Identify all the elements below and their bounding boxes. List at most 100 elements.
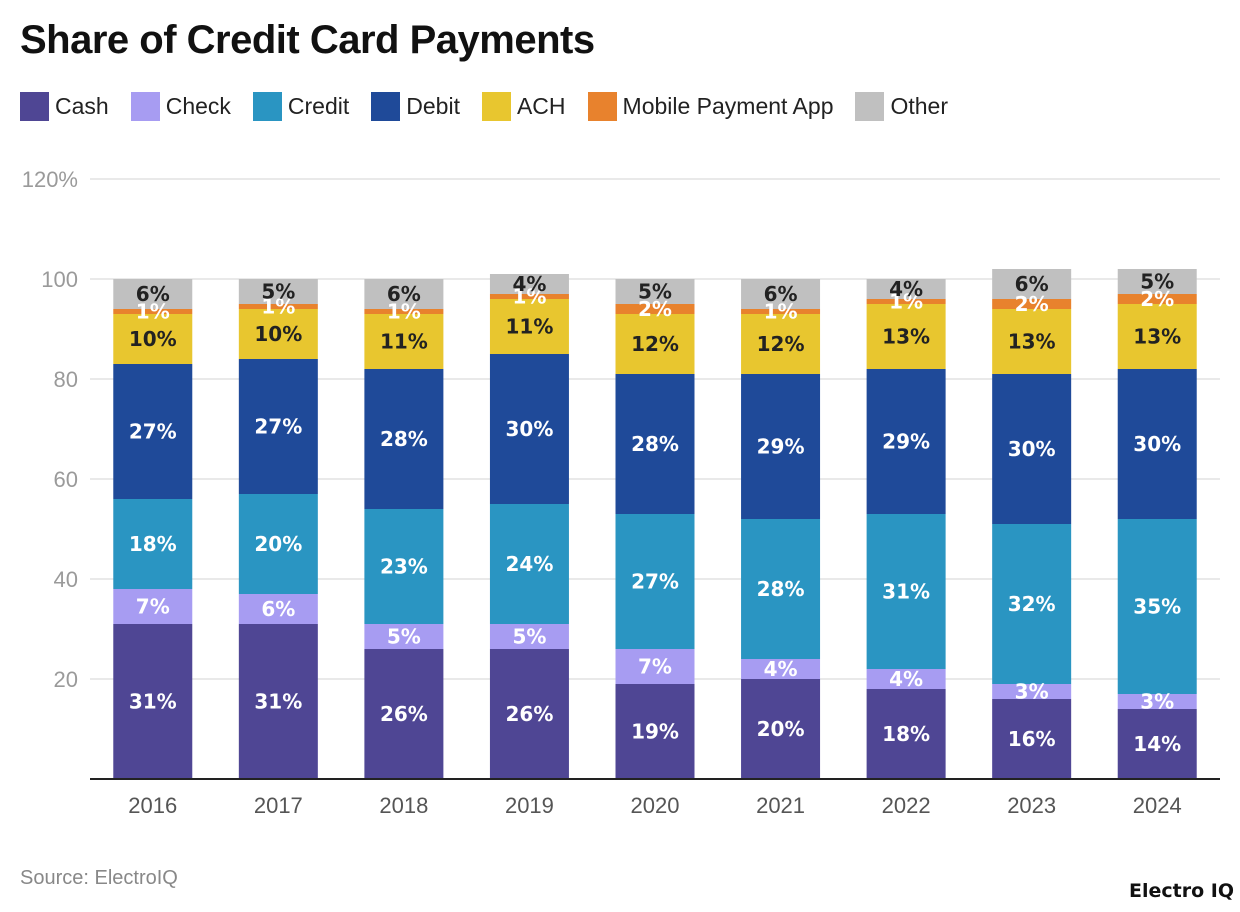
data-label-other-2020: 5%	[638, 280, 672, 304]
data-label-mobile-payment-app-2018: 1%	[387, 300, 421, 324]
data-label-other-2016: 6%	[136, 282, 170, 306]
data-label-credit-2016: 18%	[129, 532, 177, 556]
bar-segment-other-2018	[364, 279, 444, 309]
y-tick-label: 100	[41, 267, 78, 292]
data-label-cash-2022: 18%	[882, 722, 930, 746]
data-label-mobile-payment-app-2017: 1%	[261, 295, 295, 319]
data-label-debit-2024: 30%	[1133, 432, 1181, 456]
data-label-ach-2019: 11%	[506, 315, 554, 339]
data-label-cash-2017: 31%	[254, 690, 302, 714]
brand-logo: Electro IQ	[1129, 880, 1234, 902]
data-label-mobile-payment-app-2022: 1%	[889, 290, 923, 314]
bar-segment-other-2019	[489, 274, 569, 294]
x-tick-label: 2019	[505, 793, 554, 818]
bar-segment-other-2022	[866, 279, 946, 299]
legend-label: Check	[165, 93, 231, 119]
bar-segment-mobile-payment-app-2022	[866, 299, 946, 304]
data-label-ach-2020: 12%	[631, 332, 679, 356]
legend-swatch	[587, 92, 617, 121]
data-label-cash-2021: 20%	[757, 717, 805, 741]
data-label-cash-2020: 19%	[631, 720, 679, 744]
data-label-ach-2024: 13%	[1133, 325, 1181, 349]
chart-legend: Cash Check Credit Debit ACH Mobile Payment Ap…	[20, 92, 970, 121]
bar-segment-debit-2018	[364, 369, 444, 509]
bar-segment-debit-2024	[1117, 369, 1197, 519]
data-label-ach-2018: 11%	[380, 330, 428, 354]
bar-segment-cash-2023	[992, 699, 1072, 779]
bar-segment-check-2023	[992, 684, 1072, 699]
bar-segment-check-2022	[866, 669, 946, 689]
legend-label: Debit	[406, 93, 460, 119]
bar-segment-check-2017	[238, 594, 318, 624]
data-label-ach-2017: 10%	[254, 322, 302, 346]
bar-segment-cash-2024	[1117, 709, 1197, 779]
bar-segment-check-2018	[364, 624, 444, 649]
data-label-check-2017: 6%	[261, 597, 295, 621]
data-label-ach-2016: 10%	[129, 327, 177, 351]
bar-segment-credit-2020	[615, 514, 695, 649]
data-label-ach-2021: 12%	[757, 332, 805, 356]
legend-item-mobile-payment-app: Mobile Payment App	[587, 92, 833, 121]
legend-swatch	[371, 92, 401, 121]
bar-segment-other-2024	[1117, 269, 1197, 294]
bar-segment-ach-2023	[992, 309, 1072, 374]
bar-segment-mobile-payment-app-2018	[364, 309, 444, 314]
legend-swatch	[20, 92, 49, 121]
y-tick-label: 120%	[22, 167, 78, 192]
data-label-credit-2024: 35%	[1133, 595, 1181, 619]
data-label-credit-2019: 24%	[506, 552, 554, 576]
bar-segment-ach-2022	[866, 304, 946, 369]
y-tick-label: 20	[54, 667, 78, 692]
data-label-mobile-payment-app-2024: 2%	[1140, 287, 1174, 311]
bar-segment-mobile-payment-app-2021	[741, 309, 821, 314]
bar-segment-cash-2021	[741, 679, 821, 779]
data-label-mobile-payment-app-2021: 1%	[764, 300, 798, 324]
data-label-check-2018: 5%	[387, 625, 421, 649]
bar-segment-cash-2017	[238, 624, 318, 779]
x-tick-label: 2024	[1133, 793, 1182, 818]
data-label-mobile-payment-app-2023: 2%	[1015, 292, 1049, 316]
bar-segment-credit-2021	[741, 519, 821, 659]
data-label-check-2023: 3%	[1015, 680, 1049, 704]
legend-swatch	[481, 92, 511, 121]
data-label-credit-2021: 28%	[757, 577, 805, 601]
bar-segment-mobile-payment-app-2016	[113, 309, 193, 314]
x-tick-label: 2016	[128, 793, 177, 818]
data-label-credit-2017: 20%	[254, 532, 302, 556]
data-label-debit-2016: 27%	[129, 420, 177, 444]
data-label-cash-2019: 26%	[506, 702, 554, 726]
bar-segment-cash-2020	[615, 684, 695, 779]
data-label-other-2018: 6%	[387, 282, 421, 306]
bar-segment-check-2016	[113, 589, 193, 624]
bar-segment-debit-2021	[741, 374, 821, 519]
bar-segment-cash-2018	[364, 649, 444, 779]
y-tick-label: 40	[54, 567, 78, 592]
bar-segment-debit-2017	[238, 359, 318, 494]
legend-swatch	[855, 92, 885, 121]
data-label-mobile-payment-app-2016: 1%	[136, 300, 170, 324]
legend-swatch	[130, 92, 160, 121]
bar-segment-cash-2022	[866, 689, 946, 779]
bar-segment-check-2024	[1117, 694, 1197, 709]
data-label-debit-2021: 29%	[757, 435, 805, 459]
data-label-check-2024: 3%	[1140, 690, 1174, 714]
data-label-credit-2020: 27%	[631, 570, 679, 594]
data-label-cash-2023: 16%	[1008, 727, 1056, 751]
data-label-debit-2017: 27%	[254, 415, 302, 439]
bar-segment-mobile-payment-app-2024	[1117, 294, 1197, 304]
bar-segment-debit-2022	[866, 369, 946, 514]
data-label-credit-2018: 23%	[380, 555, 428, 579]
data-label-ach-2023: 13%	[1008, 330, 1056, 354]
data-label-debit-2022: 29%	[882, 430, 930, 454]
x-tick-label: 2022	[882, 793, 931, 818]
bar-segment-credit-2017	[238, 494, 318, 594]
legend-label: ACH	[516, 93, 566, 119]
bar-segment-debit-2016	[113, 364, 193, 499]
x-tick-label: 2018	[379, 793, 428, 818]
bar-segment-cash-2016	[113, 624, 193, 779]
bar-segment-cash-2019	[489, 649, 569, 779]
y-tick-label: 80	[54, 367, 78, 392]
data-label-credit-2023: 32%	[1008, 592, 1056, 616]
x-tick-label: 2017	[254, 793, 303, 818]
legend-label: Credit	[287, 93, 350, 119]
